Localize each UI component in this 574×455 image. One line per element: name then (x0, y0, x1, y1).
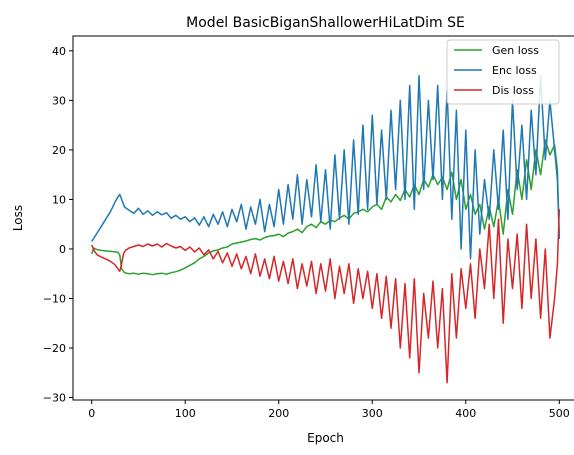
y-tick-label: −20 (43, 342, 66, 355)
x-tick-label: 100 (175, 407, 196, 420)
x-tick-label: 500 (549, 407, 570, 420)
y-axis-label: Loss (11, 205, 25, 231)
plot-frame (72, 35, 574, 401)
y-tick-label: 40 (52, 45, 66, 58)
x-tick-label: 300 (362, 407, 383, 420)
y-tick-label: 20 (52, 144, 66, 157)
y-tick-label: 0 (59, 243, 66, 256)
x-tick-label: 0 (88, 407, 95, 420)
legend-label: Enc loss (492, 64, 537, 77)
y-tick-label: 30 (52, 94, 66, 107)
series-line-enc-loss (91, 74, 561, 260)
plot-area (90, 74, 561, 384)
x-tick-label: 200 (268, 407, 289, 420)
legend: Gen loss Enc loss Dis loss (446, 39, 560, 105)
axis-ticks: 0 100 200 300 400 500 −30 −20 −10 0 10 20 30 40 (43, 45, 570, 420)
legend-label: Dis loss (492, 84, 534, 97)
y-tick-label: −30 (43, 392, 66, 405)
x-tick-label: 400 (455, 407, 476, 420)
chart-title: Model BasicBiganShallowerHiLatDim SE (186, 15, 465, 31)
legend-label: Gen loss (492, 44, 539, 57)
legend-box (446, 39, 560, 105)
y-tick-label: −10 (43, 292, 66, 305)
y-tick-label: 10 (52, 193, 66, 206)
series-line-dis-loss (91, 209, 561, 384)
x-axis-label: Epoch (307, 431, 344, 445)
